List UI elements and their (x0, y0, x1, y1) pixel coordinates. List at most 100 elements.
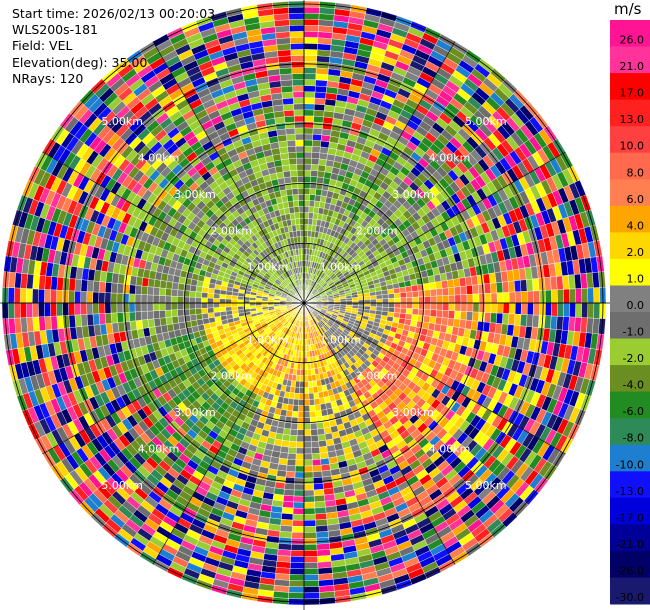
range-gate (387, 307, 395, 313)
range-gate (581, 302, 589, 319)
range-gate (303, 6, 320, 14)
range-gate (496, 282, 504, 294)
range-gate (303, 501, 315, 509)
range-gate (44, 289, 51, 304)
range-gate (146, 302, 154, 312)
range-gate (303, 574, 319, 581)
range-gate (311, 146, 321, 153)
range-gate (430, 302, 438, 311)
range-gate (189, 290, 197, 298)
range-gate (116, 312, 124, 323)
range-gate (122, 293, 130, 304)
range-gate (189, 302, 196, 310)
range-gate (313, 483, 324, 491)
range-gate (189, 308, 197, 316)
range-gate (50, 289, 57, 304)
range-gate (400, 302, 407, 309)
range-gate (147, 286, 154, 296)
range-gate (299, 375, 305, 382)
range-gate (231, 299, 238, 304)
range-gate (533, 302, 540, 316)
range-gate (134, 293, 142, 304)
range-gate (303, 103, 315, 111)
range-gate (165, 281, 173, 290)
range-gate (393, 287, 401, 294)
range-gate (314, 513, 327, 521)
range-gate (303, 562, 319, 569)
range-gate (405, 285, 413, 293)
range-gate (466, 302, 474, 313)
range-gate (303, 230, 308, 237)
range-gate (213, 311, 221, 318)
range-gate (454, 302, 462, 312)
range-gate (303, 73, 317, 80)
range-gate (454, 310, 461, 320)
range-gate (313, 489, 325, 497)
range-gate (292, 404, 299, 412)
range-gate (303, 586, 320, 594)
range-gate (50, 315, 58, 330)
range-gate (436, 288, 443, 297)
range-gate (563, 288, 570, 304)
range-gate (171, 281, 179, 290)
range-gate (312, 127, 323, 135)
range-gate (279, 531, 293, 539)
range-gate (19, 302, 27, 319)
range-gate (478, 293, 486, 304)
range-gate (300, 363, 305, 370)
range-gate (282, 434, 291, 442)
range-gate (563, 302, 570, 318)
range-gate (406, 302, 413, 309)
range-gate (164, 302, 172, 311)
range-gate (294, 465, 305, 473)
range-gate (104, 292, 112, 304)
range-gate (159, 280, 167, 289)
range-gate (508, 291, 516, 304)
range-gate (314, 194, 322, 202)
range-gate (435, 316, 443, 325)
range-gate (68, 290, 75, 304)
range-gate (296, 435, 305, 443)
range-gate (104, 302, 112, 314)
range-gate (80, 279, 88, 292)
range-gate (311, 447, 320, 454)
range-gate (526, 278, 534, 292)
range-gate (472, 302, 480, 313)
range-gate (320, 409, 329, 417)
range-gate (551, 302, 558, 317)
range-gate (429, 288, 437, 297)
range-gate (303, 127, 314, 135)
range-gate (293, 392, 300, 400)
range-gate (291, 410, 299, 418)
range-gate (388, 298, 395, 304)
range-gate (309, 188, 317, 196)
range-gate (92, 302, 100, 315)
range-gate (303, 139, 313, 147)
range-gate (128, 284, 136, 295)
range-gate (56, 302, 63, 317)
range-gate (177, 315, 185, 323)
range-gate (171, 309, 179, 318)
range-gate (544, 276, 552, 291)
range-gate (98, 281, 106, 293)
range-gate (313, 392, 320, 400)
range-gate (38, 302, 45, 318)
range-gate (381, 294, 389, 300)
range-gate (381, 306, 389, 312)
range-gate (249, 305, 257, 309)
range-gate (195, 297, 202, 304)
range-gate (303, 441, 312, 449)
range-gate (472, 293, 480, 304)
range-gate (514, 302, 522, 315)
range-gate (520, 291, 528, 304)
range-gate (351, 297, 359, 301)
range-gate (299, 381, 305, 388)
range-gate (466, 311, 474, 321)
range-gate (400, 297, 407, 304)
range-gate (298, 405, 305, 412)
range-gate (412, 302, 419, 310)
range-gate (423, 283, 431, 291)
range-gate (68, 278, 76, 292)
range-gate (294, 471, 305, 479)
range-gate (313, 109, 325, 117)
